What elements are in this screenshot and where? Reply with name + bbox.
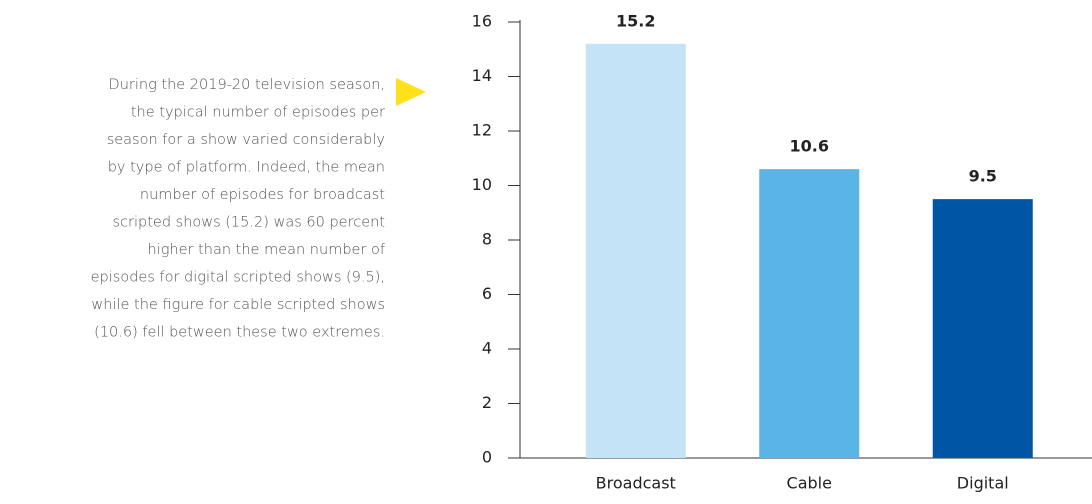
y-tick-label: 12 bbox=[472, 121, 492, 140]
y-tick-label: 4 bbox=[482, 339, 492, 358]
y-tick-label: 0 bbox=[482, 448, 492, 467]
bar bbox=[932, 199, 1033, 458]
pointer-arrow bbox=[396, 78, 426, 106]
y-tick-label: 2 bbox=[482, 393, 492, 412]
x-tick-label: Cable bbox=[787, 474, 832, 493]
annotation-line: season for a show varied considerably bbox=[107, 132, 385, 148]
annotation-line: (10.6) fell between these two extremes. bbox=[94, 325, 385, 341]
annotation-line: while the figure for cable scripted show… bbox=[91, 297, 385, 313]
x-tick-label: Broadcast bbox=[596, 474, 676, 493]
annotation-line: scripted shows (15.2) was 60 percent bbox=[113, 215, 386, 231]
value-label: 15.2 bbox=[616, 11, 655, 30]
y-tick-label: 6 bbox=[482, 284, 492, 303]
annotation-line: the typical number of episodes per bbox=[131, 105, 385, 121]
bar bbox=[759, 169, 860, 458]
annotation-line: by type of platform. Indeed, the mean bbox=[108, 160, 385, 176]
y-tick-label: 10 bbox=[472, 175, 492, 194]
annotation-line: number of episodes for broadcast bbox=[140, 187, 385, 203]
y-tick-label: 16 bbox=[472, 12, 492, 31]
annotation-line: episodes for digital scripted shows (9.5… bbox=[91, 270, 385, 286]
value-label: 9.5 bbox=[969, 167, 997, 186]
annotation-line: higher than the mean number of bbox=[148, 242, 386, 258]
y-tick-label: 14 bbox=[472, 66, 492, 85]
annotation-line: During the 2019-20 television season, bbox=[109, 77, 385, 93]
y-tick-label: 8 bbox=[482, 230, 492, 249]
x-tick-label: Digital bbox=[957, 474, 1009, 493]
bar bbox=[585, 43, 686, 459]
value-label: 10.6 bbox=[790, 137, 829, 156]
